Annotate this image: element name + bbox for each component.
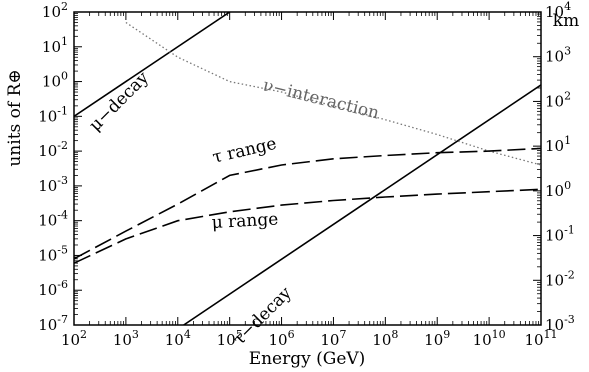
y-tick-label: 10-3 (38, 174, 68, 195)
y2-tick-label: 102 (545, 89, 571, 110)
x-tick-label: 108 (372, 328, 398, 349)
y2-tick-label: 10-3 (545, 313, 575, 334)
y-tick-label: 10-4 (38, 209, 68, 230)
y2-tick-label: 100 (545, 179, 571, 200)
y2-tick-label: 10-1 (545, 224, 575, 245)
y-tick-label: 10-2 (38, 139, 68, 160)
curves (74, 12, 541, 325)
x-axis-title: Energy (GeV) (249, 349, 366, 369)
x-tick-label: 107 (320, 328, 346, 349)
x-tick-label: 109 (424, 328, 450, 349)
y2-tick-label: 10-2 (545, 268, 575, 289)
y2-tick-label: 101 (545, 134, 571, 155)
y-tick-label: 101 (42, 35, 68, 56)
curve-label-nu-interaction: ν−interaction (261, 75, 381, 123)
x-tick-label: 1010 (473, 328, 506, 349)
mu-decay-curve (74, 12, 231, 117)
y2-tick-label: 103 (545, 45, 571, 66)
tau-decay-curve (183, 84, 541, 325)
y-tick-label: 100 (42, 70, 68, 91)
x-tick-label: 104 (165, 328, 191, 349)
x-tick-label: 103 (113, 328, 139, 349)
tau-range-curve (74, 147, 541, 260)
plot-frame (73, 11, 542, 326)
y-tick-label: 10-5 (38, 243, 68, 264)
y-tick-label: 10-1 (38, 104, 68, 125)
y-tick-label: 102 (42, 0, 68, 21)
mu-range-curve (74, 188, 541, 264)
x-tick-label: 1011 (524, 328, 557, 349)
y-tick-label: 10-6 (38, 278, 68, 299)
y2-tick-label: 104 (545, 0, 571, 21)
curve-label-mu-range: μ range (211, 210, 279, 233)
curve-label-tau-range: τ range (211, 134, 279, 168)
x-tick-label: 106 (269, 328, 295, 349)
x-tick-label: 105 (217, 328, 243, 349)
x-tick-label: 102 (61, 328, 87, 349)
tick-labels: 102 103 104 105 106 107 108 109 1010 1011 10-7 10-6… (38, 0, 575, 349)
y-axis-title: units of R⊕ (5, 69, 25, 166)
tick-marks (73, 11, 542, 326)
y2-axis-title: km (553, 11, 579, 31)
y-tick-label: 10-7 (38, 313, 68, 334)
